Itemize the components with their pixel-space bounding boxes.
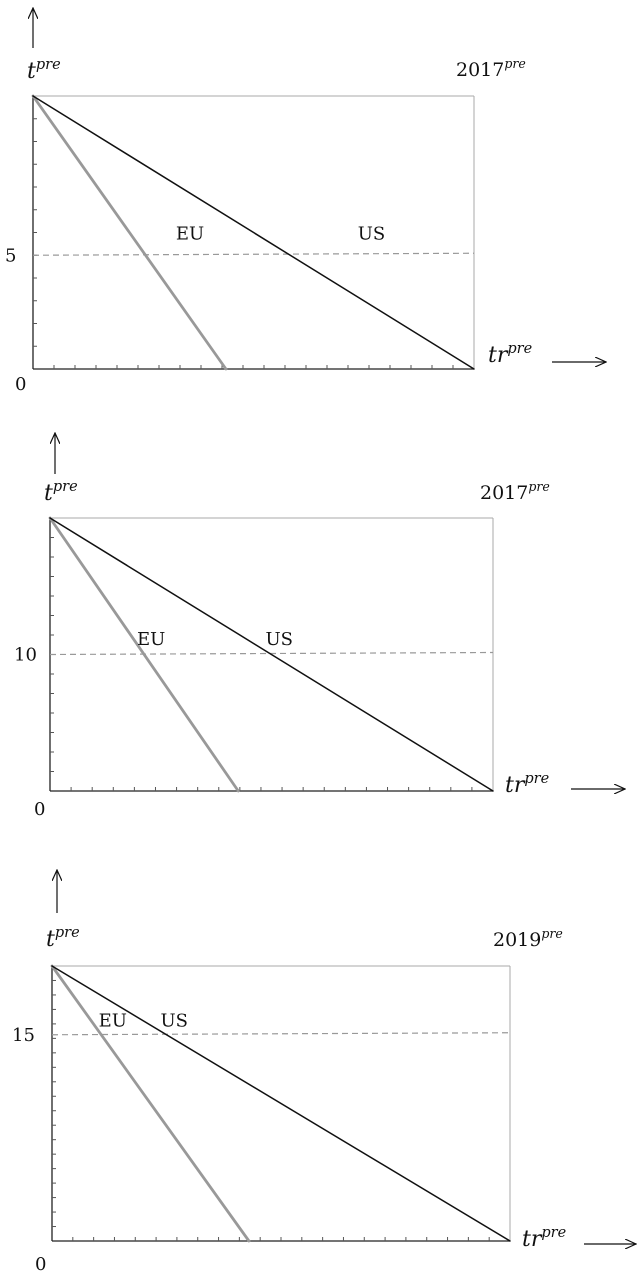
x-axis-label-main: tr — [488, 343, 509, 368]
x-axis-label: trpre — [505, 771, 549, 798]
series-line-us — [49, 517, 494, 792]
x-axis-label-sup: pre — [541, 1225, 566, 1241]
x-axis-label-sup: pre — [524, 771, 549, 787]
y-axis-label: tpre — [27, 57, 61, 84]
y-axis-label-sup: pre — [55, 925, 80, 941]
reference-dashed-line — [51, 1032, 511, 1036]
y-tick-label: 10 — [14, 645, 37, 666]
series-label-us: US — [358, 223, 386, 244]
series-line-eu — [50, 964, 251, 1243]
y-axis-label-sup: pre — [53, 479, 78, 495]
series-label-eu: EU — [176, 223, 204, 244]
reference-dashed-line — [49, 651, 494, 656]
y-axis-label-main: t — [44, 481, 53, 506]
y-tick-label: 15 — [12, 1025, 35, 1046]
y-axis-label-main: t — [27, 59, 36, 84]
series-line-us — [32, 95, 475, 370]
y-axis-label: tpre — [44, 479, 78, 506]
x-axis-label-main: tr — [522, 1227, 543, 1252]
panel-title-sup: pre — [528, 479, 549, 494]
x-axis-label: trpre — [522, 1225, 566, 1252]
panel-title: 2017pre — [480, 479, 550, 504]
origin-label: 0 — [35, 1254, 46, 1275]
panel-title-sup: pre — [541, 926, 562, 941]
x-axis-label: trpre — [488, 341, 532, 368]
series-label-us: US — [161, 1011, 189, 1032]
panel-title-main: 2017 — [456, 59, 504, 81]
panel-title-main: 2019 — [493, 929, 541, 951]
panel-title-sup: pre — [504, 56, 525, 71]
y-axis-label-sup: pre — [36, 57, 61, 73]
series-line-eu — [48, 516, 240, 793]
panel-title: 2019pre — [493, 926, 563, 951]
series-label-us: US — [266, 629, 294, 650]
y-axis-label-main: t — [46, 927, 55, 952]
series-line-us — [51, 965, 511, 1242]
series-line-eu — [31, 94, 228, 371]
reference-dashed-line — [32, 252, 475, 256]
y-axis-label: tpre — [46, 925, 80, 952]
x-axis-label-main: tr — [505, 773, 526, 798]
panel-title: 2017pre — [456, 56, 526, 81]
origin-label: 0 — [15, 374, 26, 395]
series-label-eu: EU — [99, 1011, 127, 1032]
x-axis-label-sup: pre — [507, 341, 532, 357]
series-label-eu: EU — [137, 629, 165, 650]
origin-label: 0 — [34, 799, 45, 820]
y-tick-label: 5 — [5, 245, 16, 266]
panel-title-main: 2017 — [480, 482, 528, 504]
